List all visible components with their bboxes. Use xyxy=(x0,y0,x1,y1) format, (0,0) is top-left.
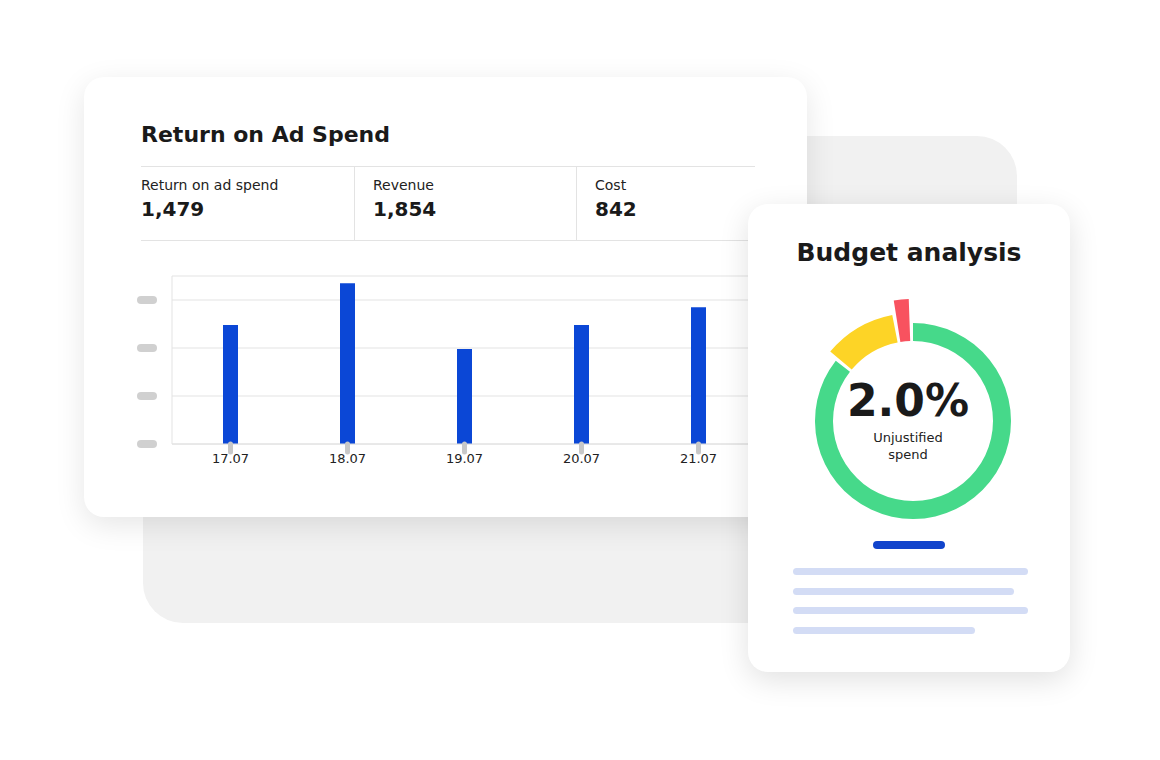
html-text:842: 842 xyxy=(595,197,637,221)
svg-text:20.07: 20.07 xyxy=(563,451,600,466)
svg-text:18.07: 18.07 xyxy=(329,451,366,466)
html-text:2.0%: 2.0% xyxy=(847,375,969,426)
html-text:1,854: 1,854 xyxy=(373,197,437,221)
html-text:Cost: Cost xyxy=(595,177,627,193)
html-text:Revenue: Revenue xyxy=(373,177,434,193)
html-text:Unjustified spend: Unjustified spend xyxy=(873,430,943,462)
html-text:1,479: 1,479 xyxy=(141,197,205,221)
svg-text:17.07: 17.07 xyxy=(212,451,249,466)
html-text:Budget analysis: Budget analysis xyxy=(796,238,1022,267)
svg-text:21.07: 21.07 xyxy=(680,451,717,466)
html-text:Return on Ad Spend: Return on Ad Spend xyxy=(141,122,390,147)
svg-text:19.07: 19.07 xyxy=(446,451,483,466)
html-text:Return on ad spend: Return on ad spend xyxy=(141,177,279,193)
